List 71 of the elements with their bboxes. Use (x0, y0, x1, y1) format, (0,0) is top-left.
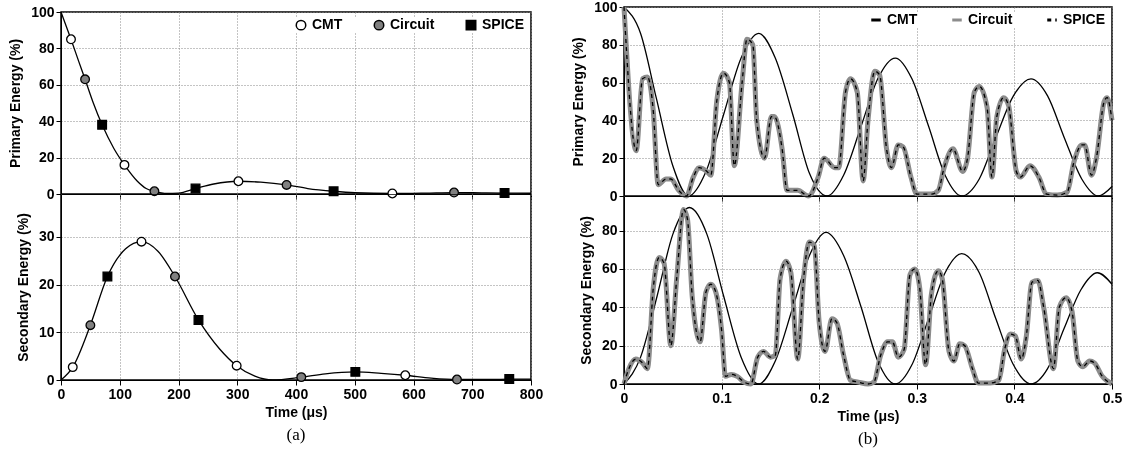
point (67, 362, 78, 373)
y-tick-label: 60 (38, 76, 55, 93)
x-tick-label: 0 (620, 389, 629, 406)
y-tick-label: 80 (38, 39, 55, 56)
legend-label: Circuit (968, 11, 1013, 27)
legend-label: Circuit (390, 16, 435, 33)
point (193, 314, 204, 325)
x-tick-label: 500 (343, 385, 368, 402)
point (102, 271, 113, 282)
y-tick-label: 0 (609, 187, 618, 204)
x-tick-label: 0.5 (1102, 389, 1123, 406)
legend-label: CMT (887, 11, 918, 27)
point (80, 74, 91, 85)
y-axis-title: Secondary Energy (%) (14, 213, 31, 362)
legend-label: SPICE (482, 16, 525, 33)
point (149, 186, 160, 197)
x-tick-label: 400 (284, 385, 309, 402)
x-tick-label: 0.2 (809, 389, 830, 406)
y-axis-title: Primary Energy (%) (570, 37, 587, 167)
point (231, 360, 242, 371)
x-tick-label: 800 (519, 385, 544, 402)
x-tick-label: 0.4 (1005, 389, 1025, 406)
text: (b) (858, 429, 878, 448)
y-tick-label: 60 (601, 260, 618, 277)
point (452, 374, 462, 385)
x-tick-label: 0.3 (907, 389, 928, 406)
y-tick-label: 20 (601, 337, 618, 354)
point (296, 372, 307, 383)
y-tick-label: 10 (38, 323, 55, 340)
legend-label: CMT (312, 16, 343, 33)
x-tick-label: 600 (402, 385, 426, 402)
y-tick-label: 0 (46, 371, 55, 388)
x-axis-title: Time (μs) (837, 407, 900, 424)
y-tick-label: 100 (31, 3, 55, 20)
y-axis-title: Secondary Energy (%) (577, 216, 594, 365)
y-tick-label: 40 (38, 112, 55, 129)
y-tick-label: 40 (601, 111, 618, 128)
point (85, 320, 96, 331)
y-tick-label: 80 (601, 36, 618, 53)
y-tick-label: 100 (594, 0, 618, 15)
y-tick-label: 30 (38, 228, 55, 245)
x-tick-label: 300 (226, 385, 250, 402)
x-axis-title: Time (μs) (265, 403, 328, 420)
point (169, 271, 180, 282)
x-tick-label: 700 (461, 385, 485, 402)
point (119, 159, 130, 170)
x-tick-label: 100 (108, 385, 133, 402)
point (504, 374, 515, 385)
point (350, 366, 361, 377)
legend-label: SPICE (1063, 11, 1106, 27)
y-tick-label: 40 (601, 298, 618, 315)
point (328, 186, 339, 197)
x-tick-label: 200 (167, 385, 191, 402)
point (233, 176, 244, 187)
y-axis-title: Primary Energy (%) (7, 38, 24, 169)
point (281, 179, 292, 190)
point (499, 188, 510, 199)
y-tick-label: 20 (38, 276, 55, 293)
y-tick-label: 80 (601, 222, 618, 239)
y-tick-label: 0 (46, 185, 55, 202)
x-tick-label: 0 (57, 385, 66, 402)
point (400, 370, 411, 381)
x-tick-label: 0.1 (712, 389, 733, 406)
point (66, 34, 76, 45)
text: (a) (286, 425, 306, 444)
y-tick-label: 60 (601, 74, 618, 91)
point (190, 183, 201, 194)
y-tick-label: 20 (601, 149, 618, 166)
y-tick-label: 20 (38, 149, 55, 166)
point (97, 119, 108, 130)
point (136, 236, 147, 247)
